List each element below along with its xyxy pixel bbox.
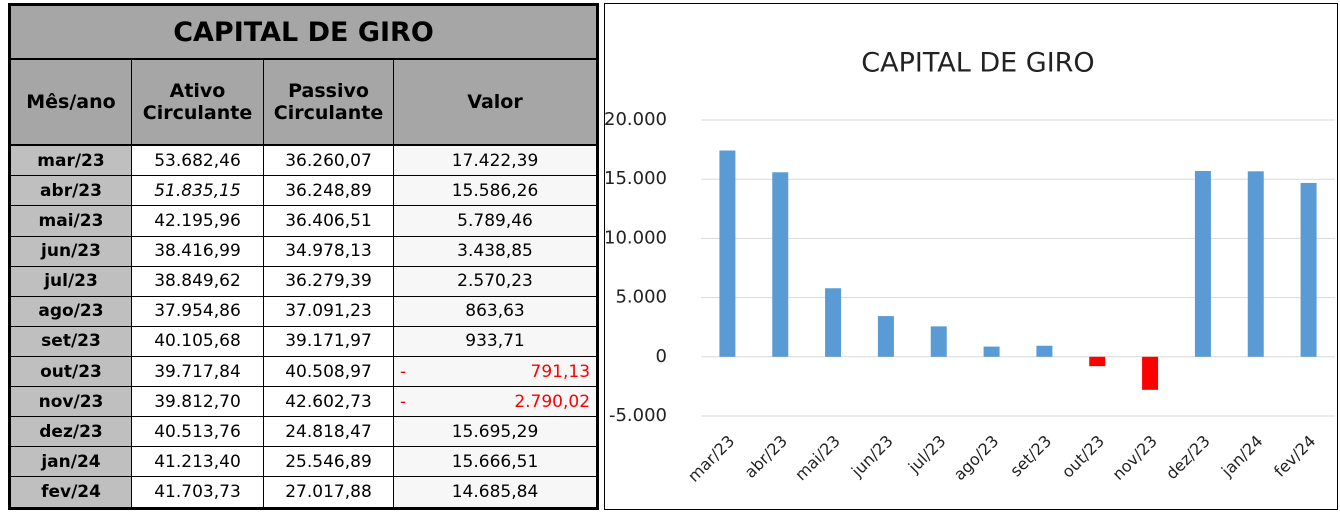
data-row: nov/23 39.812,70 42.602,73- 2.790,02 (9, 386, 599, 418)
bar (877, 316, 894, 357)
cell: 5.789,46 (392, 205, 599, 237)
bar (1194, 170, 1211, 357)
bar (825, 288, 842, 357)
data-row: jul/23 38.849,62 36.279,39 2.570,23 (9, 265, 599, 297)
cell: 36.406,51 (263, 205, 394, 237)
cell: 42.602,73 (263, 386, 394, 418)
cell: nov/23 (9, 386, 132, 418)
cell: 42.195,96 (131, 205, 264, 237)
cell: 863,63 (392, 295, 599, 327)
y-tick-label: 0 (656, 346, 667, 367)
bar (983, 346, 1000, 357)
amount: 791,13 (530, 361, 591, 382)
y-tick-label: 5.000 (615, 287, 667, 308)
data-row: mai/23 42.195,96 36.406,51 5.789,46 (9, 205, 599, 237)
bar (719, 150, 736, 357)
cell: ago/23 (9, 295, 132, 327)
data-row: abr/23 51.835,15 36.248,89 15.586,26 (9, 175, 599, 207)
bar (1089, 356, 1106, 367)
cell: dez/23 (9, 416, 132, 448)
cell: 15.695,29 (392, 416, 599, 448)
cell: 36.248,89 (263, 175, 394, 207)
data-row: mar/23 53.682,46 36.260,07 17.422,39 (9, 144, 599, 177)
cell: 37.954,86 (131, 295, 264, 327)
chart-title: CAPITAL DE GIRO (861, 48, 1094, 79)
cell: 39.717,84 (131, 355, 264, 388)
cell: 3.438,85 (392, 235, 599, 267)
title-row: CAPITAL DE GIRO (8, 4, 599, 60)
cell: jun/23 (9, 235, 132, 267)
data-row: set/23 40.105,68 39.171,97 933,71 (9, 325, 599, 357)
data-row: jan/24 41.213,40 25.546,89 15.666,51 (9, 446, 599, 478)
cell: 25.546,89 (263, 446, 394, 478)
data-row: dez/23 40.513,76 24.818,47 15.695,29 (9, 416, 599, 448)
cell: mar/23 (9, 144, 132, 177)
cell: 15.666,51 (392, 446, 599, 478)
bar (930, 326, 947, 357)
cell: out/23 (9, 355, 132, 388)
cell: 41.703,73 (131, 476, 264, 509)
bar (1247, 171, 1264, 357)
table-title: CAPITAL DE GIRO (8, 4, 599, 60)
header-row: Mês/ano Ativo Circulante Passivo Circulant… (9, 58, 599, 146)
column-header: Passivo Circulante (263, 58, 394, 146)
cell: 53.682,46 (131, 144, 264, 177)
cell: 14.685,84 (392, 476, 599, 509)
data-row: fev/24 41.703,73 27.017,88 14.685,84 (9, 476, 599, 509)
column-header: Ativo Circulante (131, 58, 264, 146)
cell: 41.213,40 (131, 446, 264, 478)
amount: 2.790,02 (514, 391, 591, 412)
cell: 38.416,99 (131, 235, 264, 267)
cell: 38.849,62 (131, 265, 264, 297)
cell: 40.508,97 (263, 355, 394, 388)
bar (772, 172, 789, 357)
bar (1142, 356, 1159, 390)
bar (1300, 182, 1317, 357)
cell: mai/23 (9, 205, 132, 237)
column-header: Mês/ano (9, 58, 132, 146)
cell: 34.978,13 (263, 235, 394, 267)
cell: 40.513,76 (131, 416, 264, 448)
cell: - 2.790,02 (392, 386, 599, 418)
cell: set/23 (9, 325, 132, 357)
cell: 36.279,39 (263, 265, 394, 297)
cell: 17.422,39 (392, 144, 599, 177)
cell: 27.017,88 (263, 476, 394, 509)
cell: fev/24 (9, 476, 132, 509)
bar (1036, 345, 1053, 357)
cell: 39.171,97 (263, 325, 394, 357)
y-tick-label: -5.000 (609, 405, 667, 426)
data-row: jun/23 38.416,99 34.978,13 3.438,85 (9, 235, 599, 267)
cell: 15.586,26 (392, 175, 599, 207)
sign: - (400, 391, 407, 412)
cell: jul/23 (9, 265, 132, 297)
capital-table: CAPITAL DE GIRO Mês/ano Ativo Circulante Pa… (8, 3, 600, 510)
chart-frame (604, 3, 1338, 510)
column-header: Valor (392, 58, 599, 146)
y-tick-label: 20.000 (604, 109, 667, 130)
cell: 39.812,70 (131, 386, 264, 418)
sign: - (400, 361, 407, 382)
cell: 36.260,07 (263, 144, 394, 177)
cell: 2.570,23 (392, 265, 599, 297)
cell: 933,71 (392, 325, 599, 357)
cell: 24.818,47 (263, 416, 394, 448)
cell: jan/24 (9, 446, 132, 478)
cell: - 791,13 (392, 355, 599, 388)
cell: 51.835,15 (131, 175, 264, 207)
cell: 40.105,68 (131, 325, 264, 357)
data-row: ago/23 37.954,86 37.091,23 863,63 (9, 295, 599, 327)
y-tick-label: 10.000 (604, 227, 667, 248)
y-tick-label: 15.000 (604, 168, 667, 189)
cell: 37.091,23 (263, 295, 394, 327)
chart: CAPITAL DE GIRO -5.000 0 5.000 10.000 15.000… (604, 3, 1338, 510)
cell: abr/23 (9, 175, 132, 207)
data-row: out/23 39.717,84 40.508,97- 791,13 (9, 355, 599, 388)
